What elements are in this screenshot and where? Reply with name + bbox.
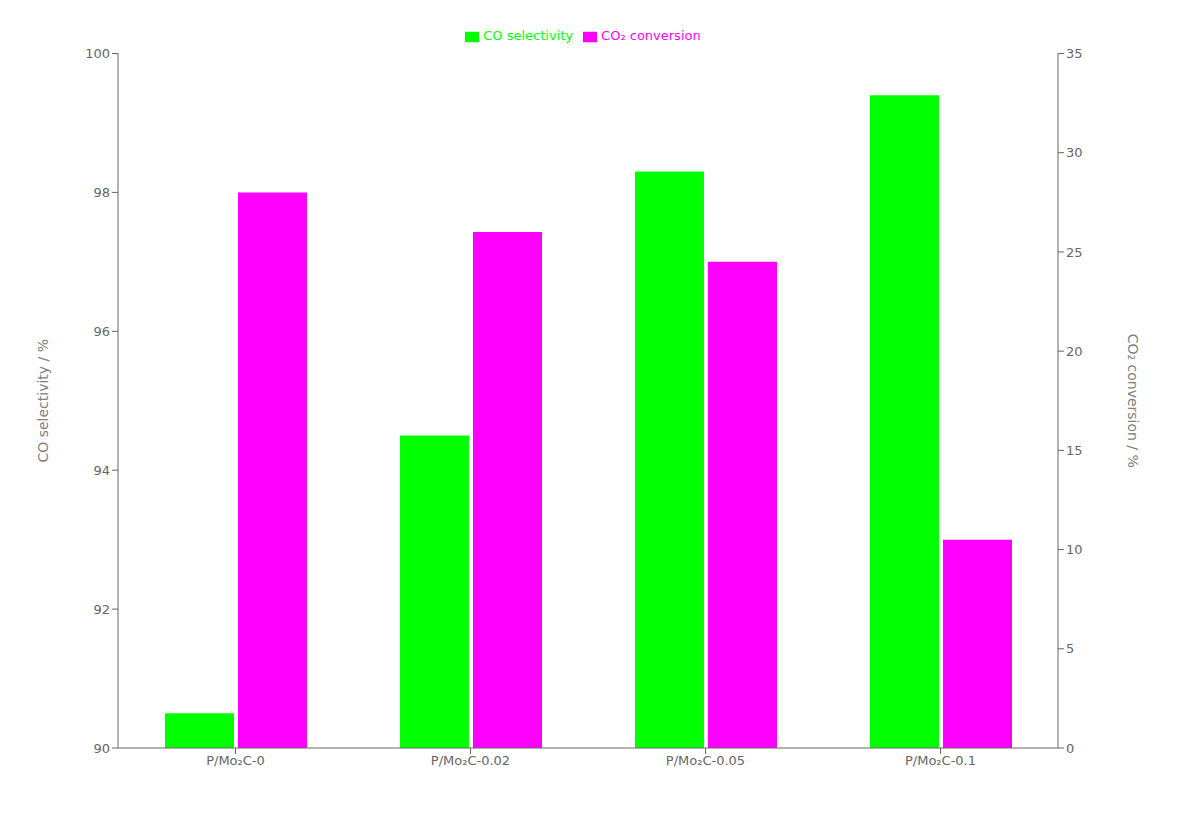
svg-text:100: 100 [85,46,110,61]
svg-text:98: 98 [93,185,110,200]
svg-text:90: 90 [93,741,110,756]
svg-text:35: 35 [1066,46,1083,61]
svg-text:94: 94 [93,463,110,478]
svg-text:10: 10 [1066,542,1083,557]
svg-text:96: 96 [93,324,110,339]
svg-text:5: 5 [1066,641,1074,656]
svg-text:0: 0 [1066,741,1074,756]
svg-text:P/Mo₂C-0.1: P/Mo₂C-0.1 [905,753,976,768]
svg-text:20: 20 [1066,344,1083,359]
svg-text:92: 92 [93,602,110,617]
svg-text:30: 30 [1066,145,1083,160]
svg-text:P/Mo₂C-0.05: P/Mo₂C-0.05 [666,753,745,768]
html-text:CO selectivity: CO selectivity [483,28,574,43]
svg-text:25: 25 [1066,245,1083,260]
svg-text:CO₂ conversion / %: CO₂ conversion / % [1125,334,1141,468]
svg-text:CO selectivity / %: CO selectivity / % [35,339,51,463]
svg-text:P/Mo₂C-0.02: P/Mo₂C-0.02 [431,753,510,768]
svg-text:P/Mo₂C-0: P/Mo₂C-0 [206,753,265,768]
svg-text:15: 15 [1066,443,1083,458]
html-text:CO₂ conversion: CO₂ conversion [601,28,701,43]
